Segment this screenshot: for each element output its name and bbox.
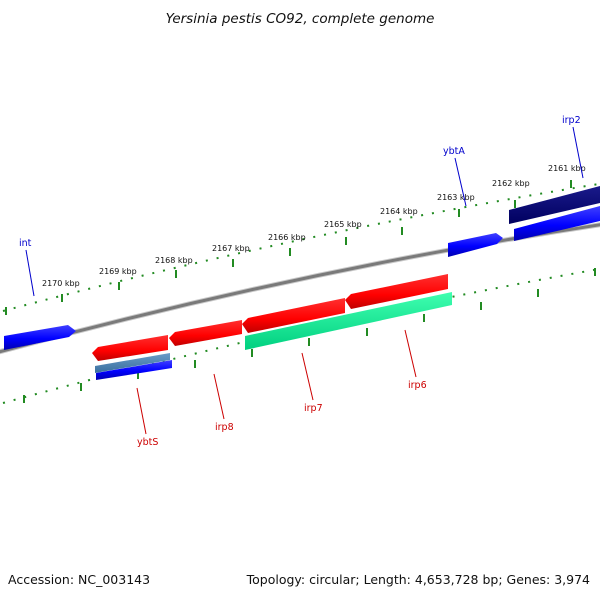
gene-irp7-arrow[interactable]	[242, 298, 345, 333]
position-label: 2165 kbp	[324, 220, 362, 229]
position-label: 2166 kbp	[268, 233, 306, 242]
irp2-leader	[572, 126, 584, 179]
gene-label-ybta[interactable]: ybtA	[443, 146, 465, 157]
genome-stats-label: Topology: circular; Length: 4,653,728 bp…	[246, 572, 590, 587]
lower-major-ticks	[23, 268, 596, 403]
gene-label-irp7[interactable]: irp7	[304, 403, 323, 414]
irp7-leader	[301, 352, 314, 401]
irp8-leader	[213, 373, 225, 420]
upper-tick-ruler	[2, 182, 600, 312]
position-label: 2168 kbp	[155, 256, 193, 265]
gene-label-irp8[interactable]: irp8	[215, 422, 234, 433]
gene-ybts-arrow[interactable]	[92, 335, 168, 361]
accession-label: Accession: NC_003143	[8, 572, 151, 587]
upper-major-ticks	[5, 180, 572, 315]
gene-label-irp2[interactable]: irp2	[562, 115, 581, 126]
position-label: 2163 kbp	[437, 193, 475, 202]
ybta-leader	[454, 157, 467, 207]
position-label: 2167 kbp	[212, 244, 250, 253]
gene-leader-lines	[25, 126, 584, 435]
gene-label-int[interactable]: int	[19, 238, 32, 249]
gene-irp8-arrow[interactable]	[169, 320, 242, 346]
position-label: 2162 kbp	[492, 179, 530, 188]
gene-ybts-blue-bar[interactable]	[96, 360, 172, 380]
gene-irp6-arrow[interactable]	[345, 274, 448, 309]
gene-irp2-lower-arrow[interactable]	[514, 206, 600, 241]
map-title: Yersinia pestis CO92, complete genome	[166, 11, 435, 27]
irp6-leader	[404, 329, 417, 378]
gene-ybta-arrow[interactable]	[448, 233, 503, 257]
position-label: 2170 kbp	[42, 279, 80, 288]
int-leader	[25, 249, 35, 297]
gene-label-irp6[interactable]: irp6	[408, 380, 427, 391]
gene-ybts-steel-bar[interactable]	[95, 353, 170, 373]
position-label: 2169 kbp	[99, 267, 137, 276]
position-label: 2161 kbp	[548, 164, 586, 173]
position-label: 2164 kbp	[380, 207, 418, 216]
gene-label-ybts[interactable]: ybtS	[137, 437, 158, 448]
gene-irp2-arrow[interactable]	[509, 186, 600, 224]
gene-irp6-irp7-green-bar[interactable]	[245, 292, 452, 350]
gene-int-arrow[interactable]	[4, 325, 76, 350]
ybts-leader	[136, 387, 147, 435]
